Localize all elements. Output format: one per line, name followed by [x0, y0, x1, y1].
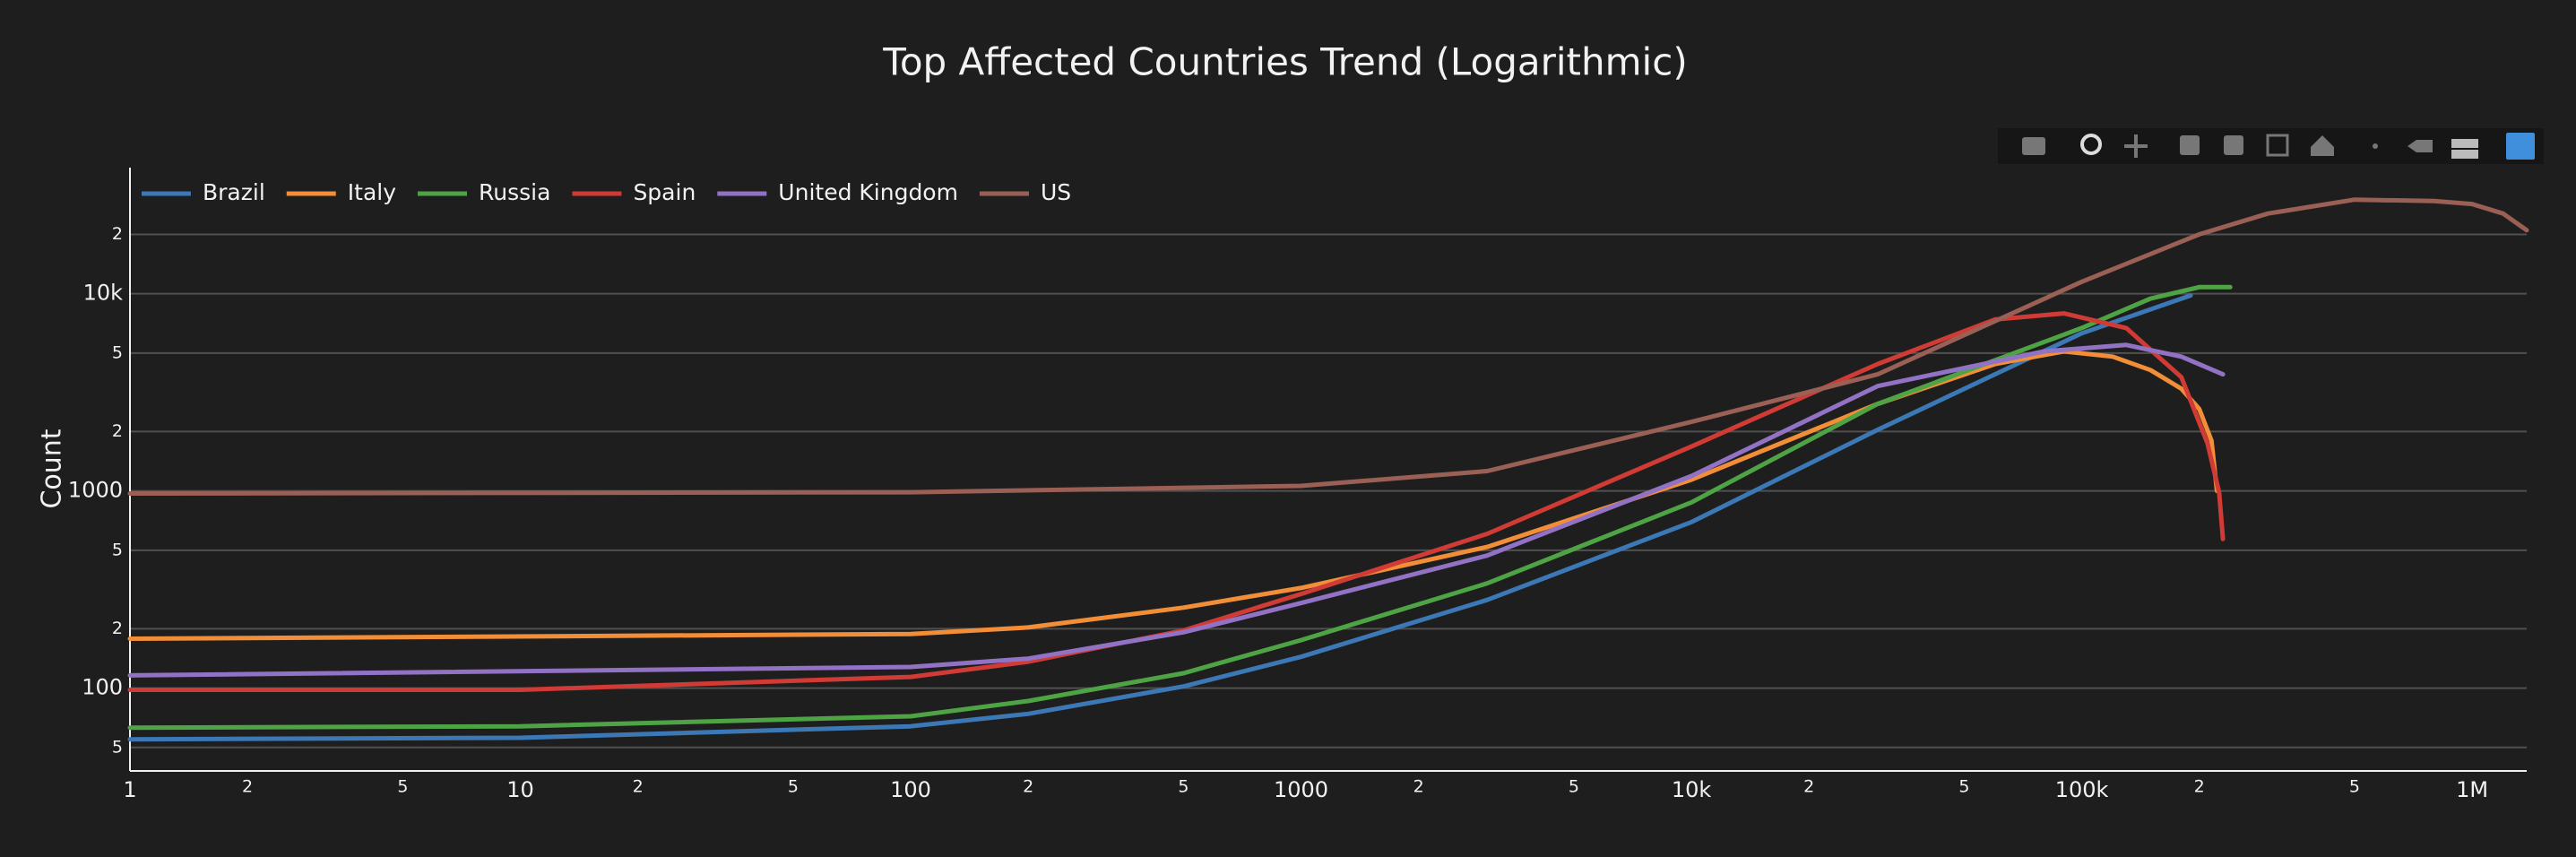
y-tick-label: 1000 [68, 478, 123, 503]
legend-item: Brazil [142, 179, 265, 205]
x-tick-label: 2 [1413, 777, 1424, 797]
plotly-logo[interactable] [2506, 133, 2535, 160]
x-tick-label: 5 [788, 777, 799, 797]
zoom-out-button[interactable] [2224, 135, 2243, 155]
legend-item: United Kingdom [717, 179, 958, 205]
x-tick-label: 2 [1023, 777, 1033, 797]
x-tick-label: 5 [1569, 777, 1579, 797]
autoscale-button[interactable] [2266, 134, 2289, 157]
legend-label: US [1041, 179, 1071, 205]
camera-button[interactable] [2022, 137, 2045, 155]
y-tick-label: 100 [82, 675, 123, 700]
y-tick-label: 2 [112, 224, 123, 244]
series-line [127, 284, 2233, 731]
toolbar [1998, 128, 2544, 164]
x-tick-label: 5 [1178, 777, 1189, 797]
x-tick-label: 1 [123, 777, 136, 802]
series-line [127, 293, 2193, 742]
zoom-in-button[interactable] [2180, 135, 2200, 155]
x-tick-label: 10 [506, 777, 534, 802]
chart-title: Top Affected Countries Trend (Logarithmi… [882, 40, 1687, 84]
legend-item: Spain [572, 179, 696, 205]
x-tick-label: 2 [2194, 777, 2205, 797]
y-tick-label: 5 [112, 342, 123, 362]
zoom-button[interactable] [2080, 134, 2102, 155]
legend-label: United Kingdom [778, 179, 958, 205]
x-tick-label: 5 [1958, 777, 1969, 797]
spike-button[interactable] [2373, 143, 2378, 149]
x-tick-label: 10k [1672, 777, 1712, 802]
y-tick-label: 5 [112, 540, 123, 559]
hover-closest-button[interactable] [2407, 140, 2433, 152]
y-axis-label: Count [37, 428, 68, 508]
series-line [127, 197, 2529, 496]
x-tick-label: 100 [890, 777, 931, 802]
pan-button[interactable] [2124, 134, 2148, 158]
x-tick-label: 2 [242, 777, 253, 797]
legend-label: Brazil [203, 179, 265, 205]
reset-button[interactable] [2311, 135, 2334, 156]
x-tick-label: 1000 [1274, 777, 1328, 802]
legend-label: Italy [348, 179, 396, 205]
series-line [127, 342, 2226, 678]
legend-item: Italy [286, 179, 396, 205]
y-tick-label: 5 [112, 737, 123, 757]
legend-label: Russia [479, 179, 550, 205]
x-tick-label: 2 [1803, 777, 1814, 797]
y-tick-label: 2 [112, 619, 123, 638]
legend-label: Spain [633, 179, 696, 205]
y-tick-label: 2 [112, 421, 123, 441]
x-tick-label: 2 [633, 777, 644, 797]
x-tick-label: 100k [2055, 777, 2109, 802]
series-line [127, 311, 2226, 692]
x-tick-label: 5 [397, 777, 408, 797]
x-tick-label: 5 [2349, 777, 2360, 797]
legend-item: Russia [418, 179, 550, 205]
x-tick-label: 1M [2456, 777, 2488, 802]
y-tick-label: 10k [83, 281, 124, 306]
hover-compare-button[interactable] [2451, 139, 2478, 159]
legend-item: US [979, 179, 1071, 205]
